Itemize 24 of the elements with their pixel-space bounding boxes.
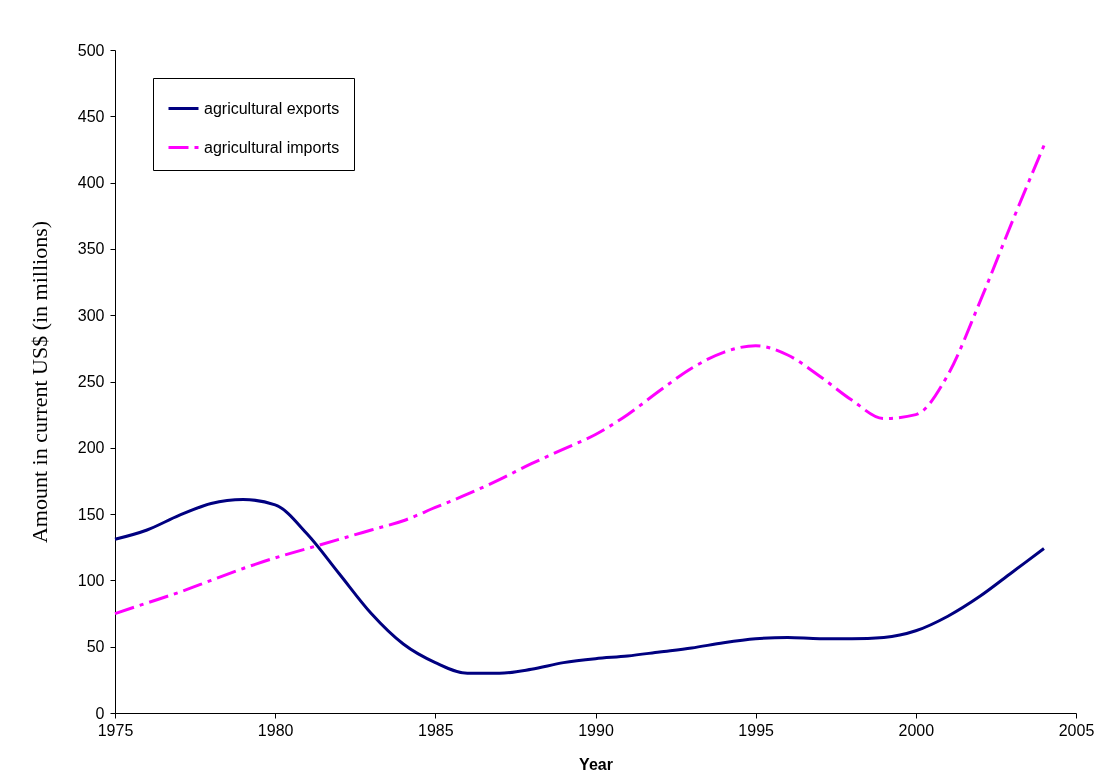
line-series [113,498,1046,675]
y-tick-label: 200 [77,439,105,457]
x-tick-label: 2000 [898,721,935,739]
y-tick-label: 150 [77,505,105,523]
y-tick-label: 450 [77,107,105,125]
x-tick-label: 1985 [418,721,454,739]
legend-label: agricultural exports [204,99,340,117]
x-axis-title: Year [579,755,613,773]
x-tick-label: 1995 [738,721,775,739]
y-tick-label: 500 [77,41,105,59]
x-tick-label: 2005 [1058,721,1095,739]
y-tick-label: 100 [77,571,105,589]
y-tick-label: 400 [77,174,105,192]
x-tick-label: 1980 [257,721,294,739]
y-tick-label: 300 [77,306,105,324]
y-tick-label: 50 [86,638,105,656]
y-axis-title: Amount in current US$ (in millions) [26,220,52,544]
x-tick-label: 1975 [97,721,134,739]
line-series [113,143,1046,616]
y-tick-label: 350 [77,240,105,258]
x-tick-label: 1990 [578,721,614,739]
y-tick-label: 250 [77,373,105,390]
legend-label: agricultural imports [204,138,340,156]
y-tick-label: 0 [95,704,105,722]
